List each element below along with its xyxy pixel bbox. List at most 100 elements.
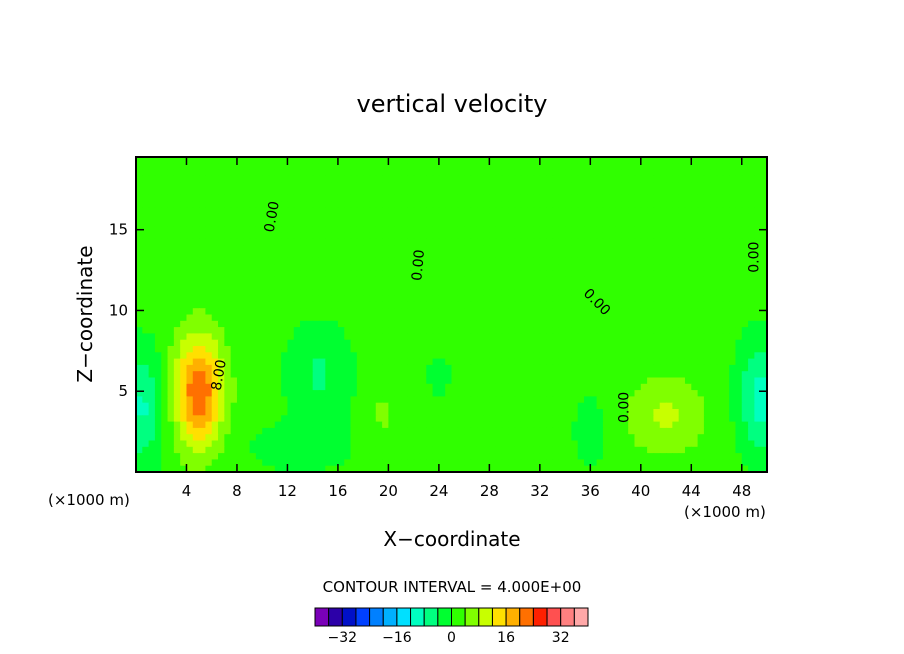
field-cell [501, 327, 509, 334]
field-cell [457, 169, 465, 177]
field-cell [382, 390, 389, 397]
field-cell [293, 188, 301, 196]
field-cell [647, 409, 655, 416]
field-cell [173, 459, 181, 467]
field-cell [192, 446, 200, 454]
field-cell [255, 327, 263, 334]
field-cell [205, 157, 213, 164]
field-cell [558, 427, 566, 435]
field-cell [167, 371, 175, 379]
field-cell [363, 440, 371, 448]
field-cell [243, 201, 251, 208]
field-cell [684, 358, 692, 366]
field-cell [716, 383, 724, 391]
field-cell [729, 371, 737, 379]
field-cell [729, 421, 737, 429]
field-cell [236, 157, 244, 164]
field-cell [337, 207, 345, 215]
field-cell [602, 465, 610, 473]
field-cell [375, 182, 383, 190]
field-cell [350, 169, 358, 177]
field-cell [489, 194, 497, 202]
field-cell [363, 453, 371, 460]
field-cell [136, 446, 143, 454]
field-cell [413, 251, 421, 259]
field-cell [457, 283, 465, 290]
field-cell [407, 163, 415, 171]
field-cell [369, 333, 377, 341]
field-cell [697, 289, 705, 297]
field-cell [325, 402, 333, 410]
field-cell [407, 226, 415, 234]
field-cell [602, 226, 610, 234]
field-cell [760, 352, 768, 360]
field-cell [552, 232, 560, 240]
field-cell [539, 327, 547, 334]
field-cell [634, 188, 642, 196]
field-cell [281, 465, 289, 473]
field-cell [760, 238, 768, 246]
field-cell [192, 182, 200, 190]
field-cell [640, 226, 648, 234]
field-cell [615, 245, 623, 253]
field-cell [287, 358, 295, 366]
field-cell [192, 220, 200, 227]
field-cell [148, 377, 156, 385]
field-cell [382, 396, 389, 404]
field-cell [577, 264, 585, 271]
field-cell [546, 175, 554, 183]
field-cell [218, 402, 225, 410]
field-cell [741, 371, 749, 379]
field-cell [413, 465, 421, 473]
field-cell [495, 194, 503, 202]
field-cell [445, 440, 453, 448]
field-cell [432, 157, 440, 164]
field-cell [729, 396, 737, 404]
field-cell [356, 175, 364, 183]
field-cell [489, 207, 497, 215]
field-cell [483, 383, 490, 391]
field-cell [161, 238, 169, 246]
field-cell [243, 257, 251, 265]
field-cell [350, 182, 358, 190]
field-cell [520, 163, 528, 171]
field-cell [697, 270, 705, 278]
field-cell [590, 333, 598, 341]
field-cell [653, 157, 661, 164]
field-cell [300, 434, 307, 442]
field-cell [148, 163, 156, 171]
field-cell [243, 459, 251, 467]
field-cell [287, 264, 295, 271]
field-cell [148, 182, 156, 190]
field-cell [401, 245, 408, 253]
field-cell [584, 207, 591, 215]
field-cell [438, 251, 446, 259]
field-cell [451, 377, 459, 385]
field-cell [262, 358, 270, 366]
field-cell [167, 213, 175, 221]
field-cell [375, 157, 383, 164]
field-cell [356, 201, 364, 208]
field-cell [495, 283, 503, 290]
field-cell [672, 371, 680, 379]
field-cell [729, 188, 737, 196]
field-cell [684, 264, 692, 271]
field-cell [729, 226, 737, 234]
field-cell [546, 459, 554, 467]
field-cell [621, 207, 629, 215]
field-cell [596, 245, 604, 253]
field-cell [268, 358, 276, 366]
field-cell [748, 226, 755, 234]
field-cell [224, 358, 232, 366]
field-cell [274, 169, 282, 177]
field-cell [230, 182, 238, 190]
field-cell [419, 264, 427, 271]
field-cell [331, 175, 339, 183]
field-cell [382, 346, 389, 353]
field-cell [331, 188, 339, 196]
field-cell [552, 346, 560, 353]
field-cell [546, 207, 554, 215]
field-cell [230, 434, 238, 442]
field-cell [495, 415, 503, 423]
field-cell [255, 283, 263, 290]
